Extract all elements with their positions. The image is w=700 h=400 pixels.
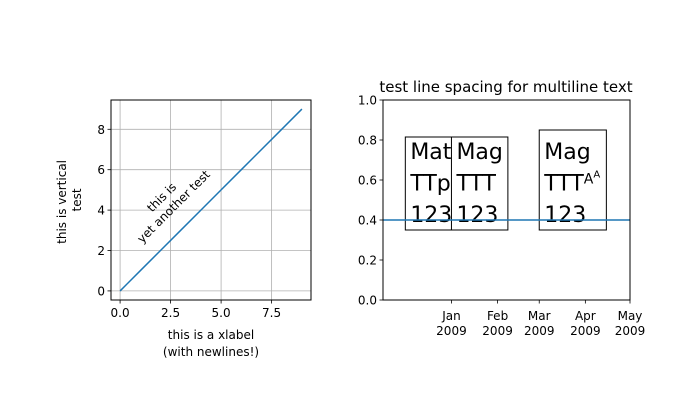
text-box-superscript-exponent: A xyxy=(593,170,600,181)
left-chart-ylabel-line-2: test xyxy=(70,188,84,211)
x-tick-label: 7.5 xyxy=(262,306,281,320)
text-box-line: Mag xyxy=(544,140,590,165)
y-tick-label: 4 xyxy=(97,204,105,218)
text-box-line: Mat xyxy=(410,140,451,165)
right-chart-title: test line spacing for multiline text xyxy=(379,78,632,96)
x-tick-label: 0.0 xyxy=(111,306,130,320)
x-tick-label-month: May xyxy=(618,309,643,323)
y-tick-label: 0.2 xyxy=(358,254,377,268)
y-tick-label: 0 xyxy=(97,284,105,298)
x-tick-label-year: 2009 xyxy=(436,324,467,338)
x-tick-label: Apr 2009 xyxy=(570,309,601,338)
right-chart-frame xyxy=(382,99,631,301)
x-tick-label-year: 2009 xyxy=(482,324,513,338)
y-tick-label: 6 xyxy=(97,163,105,177)
x-tick-label: Feb 2009 xyxy=(482,309,513,338)
series-line xyxy=(119,108,303,292)
left-chart: this is yet another test 0.0 2.5 5.0 7.5 02… xyxy=(55,99,312,359)
text-box-line: TTT xyxy=(455,172,496,197)
y-tick-label: 0.0 xyxy=(358,294,377,308)
x-tick-label: Mar 2009 xyxy=(524,309,555,338)
left-chart-series xyxy=(119,108,303,292)
text-box-line: Mag xyxy=(456,140,502,165)
left-chart-frame xyxy=(110,99,312,301)
x-tick-label-month: Feb xyxy=(487,309,508,323)
y-tick-label: 0.6 xyxy=(358,174,377,188)
x-tick-label: May 2009 xyxy=(615,309,646,338)
y-tick-label: 1.0 xyxy=(358,94,377,108)
x-tick-label-month: Apr xyxy=(575,309,596,323)
text-box-line: 123 xyxy=(456,203,498,228)
left-chart-xlabel-line-2: (with newlines!) xyxy=(163,345,259,359)
text-box-line: 123 xyxy=(544,203,586,228)
text-box: Mag TTT 123 xyxy=(450,136,509,231)
y-tick-label: 0.4 xyxy=(358,214,377,228)
text-box-frame xyxy=(538,129,607,231)
text-box-line: 123 xyxy=(410,203,452,228)
x-tick-label-year: 2009 xyxy=(524,324,555,338)
x-tick-label: 2.5 xyxy=(161,306,180,320)
left-chart-y-ticks: 0 2 4 6 8 xyxy=(97,123,111,298)
text-box-line: TTp xyxy=(409,172,450,197)
y-tick-label: 2 xyxy=(97,244,105,258)
x-tick-label-year: 2009 xyxy=(615,324,646,338)
x-tick-label: Jan 2009 xyxy=(436,309,467,338)
y-tick-label: 8 xyxy=(97,123,105,137)
text-box: Mat TTp 123 xyxy=(404,136,458,231)
x-tick-label: 5.0 xyxy=(212,306,231,320)
left-chart-xlabel-line-1: this is a xlabel xyxy=(168,328,254,342)
right-chart: test line spacing for multiline text Mat… xyxy=(358,78,645,338)
left-chart-gridlines xyxy=(111,100,311,300)
x-tick-label-month: Mar xyxy=(528,309,551,323)
x-tick-label-month: Jan xyxy=(441,309,461,323)
x-tick-label-year: 2009 xyxy=(570,324,601,338)
y-tick-label: 0.8 xyxy=(358,134,377,148)
left-chart-x-ticks: 0.0 2.5 5.0 7.5 xyxy=(111,300,281,320)
left-chart-ylabel: this is vertical test xyxy=(55,156,84,244)
text-box-superscript: A xyxy=(584,172,594,188)
left-chart-ylabel-line-1: this is vertical xyxy=(55,160,69,244)
right-chart-y-ticks: 0.0 0.2 0.4 0.6 0.8 1.0 xyxy=(358,94,383,308)
text-box-frame xyxy=(450,136,509,231)
